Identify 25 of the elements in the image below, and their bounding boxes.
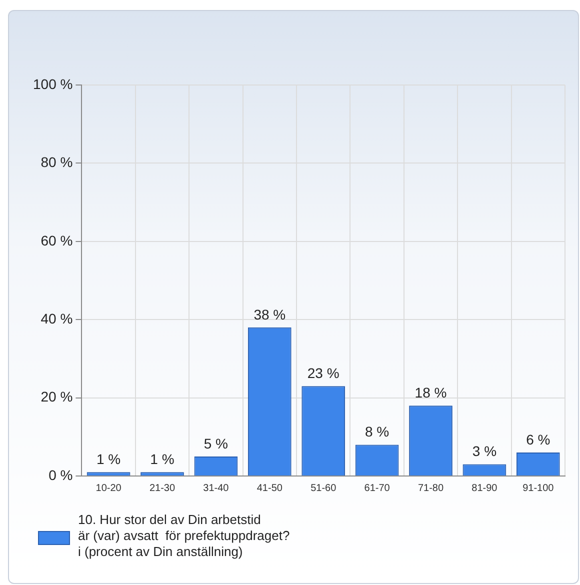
- x-tick-label: 71-80: [418, 482, 444, 494]
- x-tick-label: 21-30: [149, 482, 176, 494]
- data-label: 1 %: [96, 450, 121, 467]
- y-tick-label: 100 %: [32, 76, 73, 92]
- data-label: 38 %: [254, 306, 286, 322]
- data-label: 23 %: [307, 364, 340, 381]
- y-tick-label: 40 %: [40, 310, 73, 326]
- data-label: 18 %: [414, 384, 447, 400]
- y-tick-label: 80 %: [40, 154, 73, 170]
- y-tick-label: 20 %: [40, 388, 73, 405]
- x-tick-label: 81-90: [472, 482, 498, 494]
- x-tick-label: 31-40: [203, 482, 230, 494]
- x-tick-label: 61-70: [364, 482, 390, 494]
- data-label: 6 %: [526, 431, 550, 448]
- x-tick-label: 51-60: [310, 482, 337, 494]
- data-label: 8 %: [364, 424, 390, 440]
- x-tick-label: 10-20: [96, 482, 122, 494]
- y-tick-label: 0 %: [48, 466, 73, 483]
- x-tick-label: 41-50: [256, 482, 283, 494]
- data-label: 5 %: [204, 435, 228, 452]
- text: 10. Hur stor del av Din arbetstid är (var) avsatt för prefektuppdraget? i (procent av Din anställning): [78, 512, 290, 560]
- data-label: 3 %: [472, 443, 497, 460]
- y-tick-label: 60 %: [40, 232, 73, 248]
- data-label: 1 %: [150, 450, 174, 467]
- x-tick-label: 91-100: [522, 482, 554, 494]
